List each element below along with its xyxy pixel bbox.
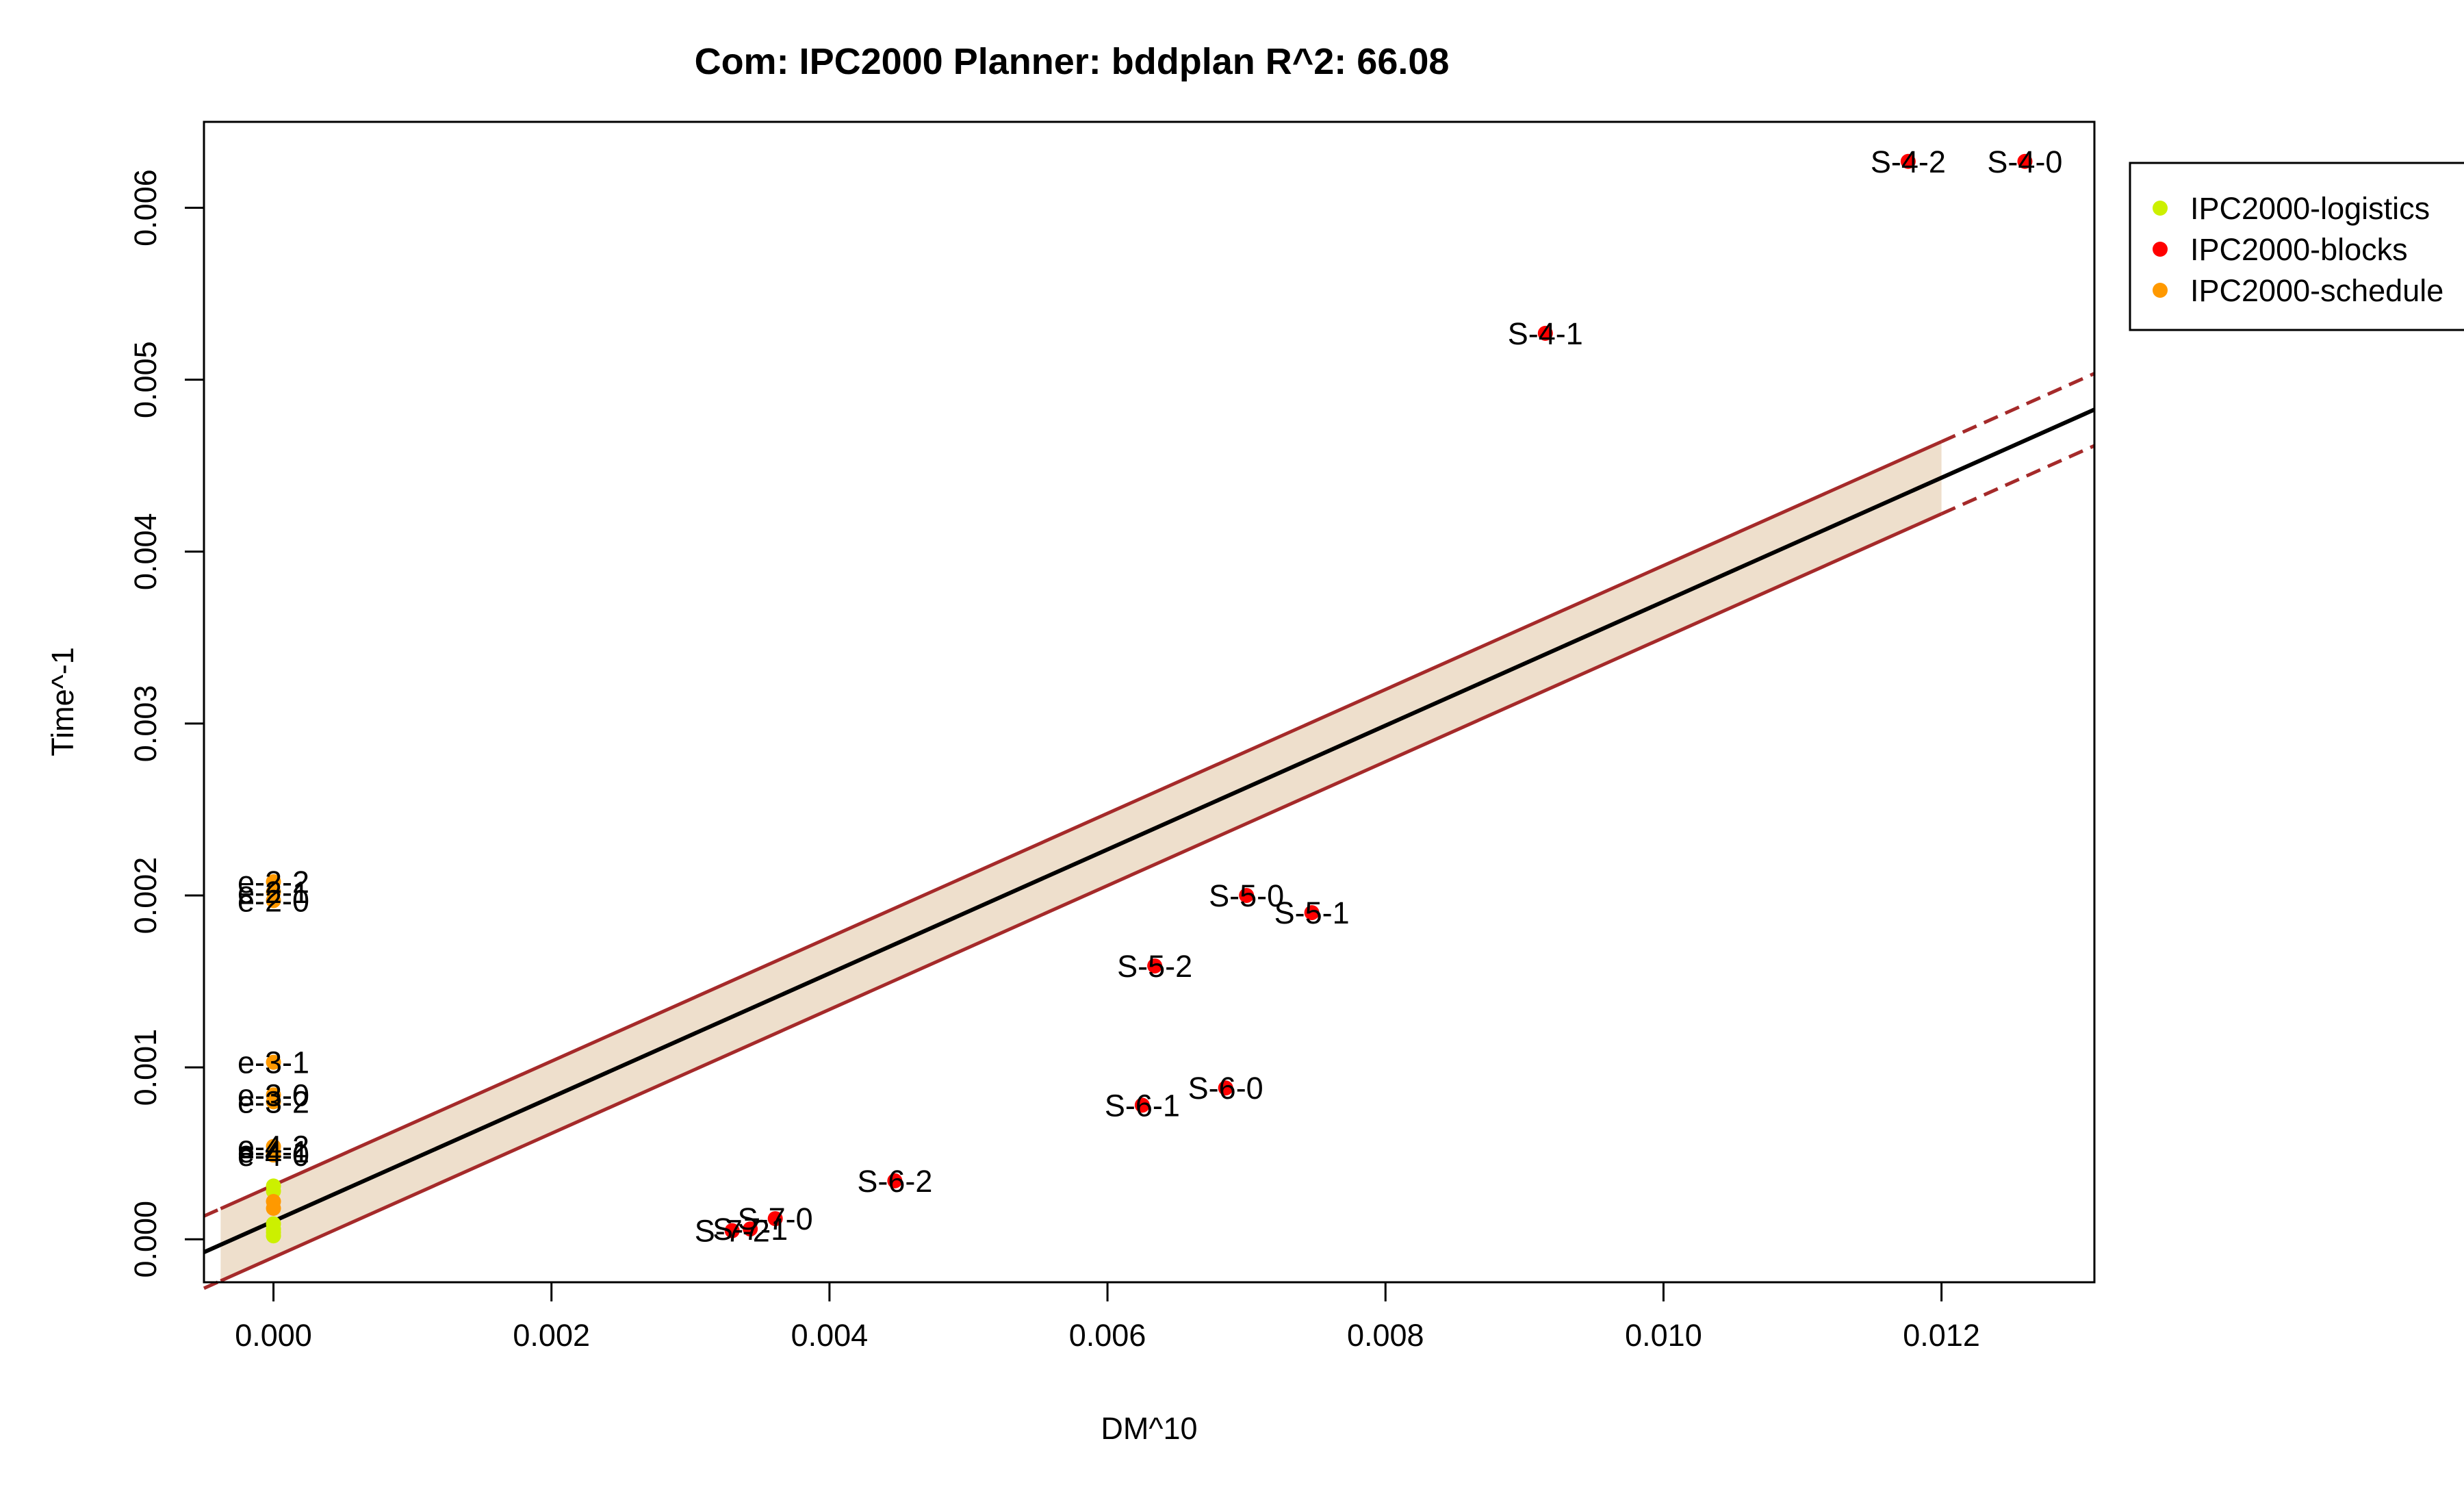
y-tick-label: 0.000: [128, 1201, 163, 1278]
confidence-lower-line-right-dash: [1940, 444, 2096, 516]
legend-marker: [2153, 201, 2168, 216]
data-point: [266, 1147, 281, 1163]
data-label: e-3-2: [238, 1084, 309, 1119]
data-point: [266, 1216, 281, 1232]
x-tick-label: 0.008: [1347, 1318, 1424, 1353]
data-point: [266, 1094, 281, 1110]
y-tick-label: 0.005: [128, 341, 163, 418]
data-label: S-7-0: [738, 1201, 813, 1236]
data-label: e-2-2: [238, 865, 309, 900]
data-point: [266, 1201, 281, 1217]
data-label: S-4-0: [1987, 144, 2062, 179]
data-point: [266, 893, 281, 908]
data-label: S-7-2: [695, 1214, 770, 1249]
x-tick-label: 0.006: [1069, 1318, 1146, 1353]
x-axis: 0.000 0.002 0.004 0.006 0.008 0.010 0.012: [235, 1281, 1980, 1353]
confidence-lower-line-left-dash: [203, 1279, 222, 1290]
data-point: [1304, 905, 1320, 921]
data-point: [1147, 958, 1163, 973]
data-point: [266, 1054, 281, 1070]
data-point: [1537, 325, 1553, 341]
data-label: S-5-1: [1274, 895, 1350, 930]
y-tick-label: 0.001: [128, 1029, 163, 1106]
confidence-upper-line: [220, 440, 1942, 1210]
data-label: S-4-2: [1871, 144, 1946, 179]
x-tick-label: 0.004: [791, 1318, 869, 1353]
data-point: [724, 1223, 740, 1238]
confidence-upper-line-left-dash: [203, 1207, 222, 1218]
data-label: S-5-0: [1209, 878, 1284, 913]
data-label: e-2-0: [238, 884, 309, 919]
y-axis-title: Time^-1: [45, 647, 80, 756]
data-label: S-5-2: [1117, 949, 1192, 984]
data-label: S-7-1: [713, 1212, 788, 1247]
legend-marker: [2153, 283, 2168, 298]
y-tick-label: 0.002: [128, 857, 163, 934]
data-point: [1218, 1080, 1233, 1096]
data-label: S-6-0: [1188, 1071, 1263, 1106]
x-tick-label: 0.012: [1903, 1318, 1980, 1353]
y-tick-label: 0.003: [128, 685, 163, 763]
x-tick-label: 0.002: [513, 1318, 590, 1353]
legend-label: IPC2000-logistics: [2190, 191, 2430, 226]
x-axis-title: DM^10: [1101, 1411, 1197, 1446]
confidence-lower-line: [220, 512, 1942, 1283]
data-label: S-6-1: [1105, 1088, 1180, 1123]
chart-title: Com: IPC2000 Planner: bddplan R^2: 66.08: [695, 41, 1450, 82]
legend-marker: [2153, 242, 2168, 257]
x-tick-label: 0.010: [1625, 1318, 1702, 1353]
legend-label: IPC2000-blocks: [2190, 232, 2408, 267]
data-point: [266, 1178, 281, 1194]
data-point: [887, 1173, 903, 1188]
data-label: e-3-0: [238, 1078, 309, 1112]
data-points: [266, 153, 2033, 1244]
point-labels: S-4-2 S-4-0 S-4-1 S-5-0S-5-1 S-5-2 S-6-0S-6-1…: [238, 144, 2062, 1249]
data-point: [743, 1221, 758, 1237]
data-label: S-6-2: [857, 1164, 932, 1199]
legend-box: [2129, 162, 2464, 331]
data-point: [266, 874, 281, 889]
data-point: [1134, 1097, 1150, 1113]
confidence-upper-line-right-dash: [1940, 372, 2096, 444]
y-tick-label: 0.006: [128, 169, 163, 246]
data-point: [767, 1211, 783, 1227]
data-label: e-4-1: [238, 1134, 309, 1169]
data-label: e-4-0: [238, 1138, 309, 1173]
x-tick-label: 0.000: [235, 1318, 312, 1353]
data-label: e-3-1: [238, 1045, 309, 1080]
data-label: e-2-1: [238, 875, 309, 910]
y-axis: 0.000 0.001 0.002 0.003 0.004 0.005 0.006: [128, 169, 205, 1278]
data-point: [2017, 153, 2033, 169]
data-point: [1239, 888, 1255, 903]
regression-line: [203, 407, 2096, 1254]
data-point: [1900, 153, 1916, 169]
confidence-band: [203, 372, 2096, 1290]
y-tick-label: 0.004: [128, 513, 163, 590]
legend: IPC2000-logistics IPC2000-blocks IPC2000-s…: [2129, 162, 2464, 331]
data-label: e-4-2: [238, 1130, 309, 1165]
data-label: S-4-1: [1508, 316, 1583, 351]
legend-label: IPC2000-schedule: [2190, 273, 2443, 308]
